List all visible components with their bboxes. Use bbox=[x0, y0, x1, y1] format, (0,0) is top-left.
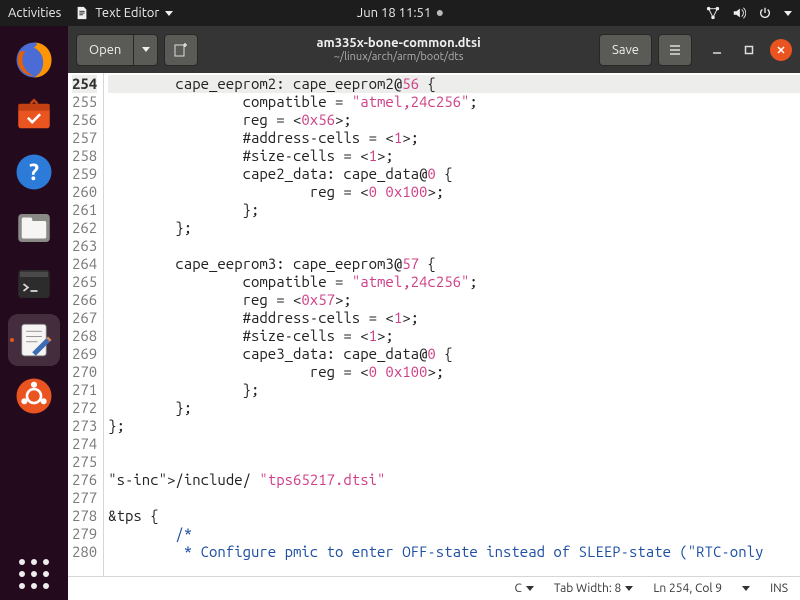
chevron-down-icon bbox=[625, 586, 633, 591]
ubuntu-icon bbox=[13, 375, 55, 417]
code-content[interactable]: cape_eeprom2: cape_eeprom2@56 { compatib… bbox=[104, 73, 800, 576]
dock-help[interactable]: ? bbox=[8, 146, 60, 198]
app-menu[interactable]: Text Editor bbox=[75, 6, 173, 20]
notification-dot-icon bbox=[437, 10, 443, 16]
top-bar: Activities Text Editor Jun 18 11:51 bbox=[0, 0, 800, 26]
dock-files[interactable] bbox=[8, 202, 60, 254]
file-name: am335x-bone-common.dtsi bbox=[317, 36, 481, 50]
hamburger-menu[interactable] bbox=[658, 34, 692, 66]
volume-icon bbox=[732, 6, 746, 20]
language-selector[interactable]: C bbox=[515, 582, 534, 595]
close-button[interactable] bbox=[770, 39, 792, 61]
open-recent-dropdown[interactable] bbox=[134, 34, 158, 66]
new-document-icon bbox=[173, 42, 189, 58]
power-icon bbox=[758, 6, 772, 20]
editor-area[interactable]: 2542552562572582592602612622632642652662… bbox=[68, 73, 800, 576]
hamburger-icon bbox=[667, 42, 683, 58]
tab-width-selector[interactable]: Tab Width: 8 bbox=[554, 582, 633, 595]
terminal-icon bbox=[13, 263, 55, 305]
text-editor-icon bbox=[75, 6, 89, 20]
file-path: ~/linux/arch/arm/boot/dts bbox=[334, 51, 464, 63]
statusbar-menu[interactable] bbox=[742, 586, 750, 591]
open-button[interactable]: Open bbox=[76, 34, 134, 66]
dock-apps-grid[interactable] bbox=[8, 548, 60, 600]
chevron-down-icon bbox=[165, 11, 173, 16]
dock-ubuntu[interactable] bbox=[8, 370, 60, 422]
maximize-icon bbox=[744, 45, 754, 55]
minimize-icon bbox=[712, 45, 722, 55]
save-button[interactable]: Save bbox=[599, 34, 652, 66]
network-icon bbox=[706, 6, 720, 20]
apps-grid-icon bbox=[16, 556, 52, 592]
gedit-window: Open am335x-bone-common.dtsi ~/linux/arc… bbox=[68, 26, 800, 600]
chevron-down-icon bbox=[526, 586, 534, 591]
dock-firefox[interactable] bbox=[8, 34, 60, 86]
header-bar: Open am335x-bone-common.dtsi ~/linux/arc… bbox=[68, 26, 800, 73]
status-bar: C Tab Width: 8 Ln 254, Col 9 INS bbox=[68, 576, 800, 600]
insert-mode[interactable]: INS bbox=[770, 582, 788, 595]
dock-text-editor[interactable] bbox=[8, 314, 60, 366]
minimize-button[interactable] bbox=[706, 39, 728, 61]
new-tab-button[interactable] bbox=[164, 34, 198, 66]
text-editor-app-icon bbox=[13, 319, 55, 361]
maximize-button[interactable] bbox=[738, 39, 760, 61]
line-number-gutter: 2542552562572582592602612622632642652662… bbox=[68, 73, 104, 576]
help-icon: ? bbox=[13, 151, 55, 193]
system-status-area[interactable] bbox=[706, 6, 792, 20]
dock: ? bbox=[0, 26, 68, 600]
clock[interactable]: Jun 18 11:51 bbox=[357, 6, 443, 20]
chevron-down-icon bbox=[742, 586, 750, 591]
svg-text:?: ? bbox=[29, 160, 39, 185]
dock-software[interactable] bbox=[8, 90, 60, 142]
chevron-down-icon bbox=[784, 11, 792, 16]
window-title: am335x-bone-common.dtsi ~/linux/arch/arm… bbox=[204, 36, 593, 62]
cursor-position: Ln 254, Col 9 bbox=[653, 582, 722, 595]
dock-terminal[interactable] bbox=[8, 258, 60, 310]
close-icon bbox=[776, 45, 786, 55]
chevron-down-icon bbox=[142, 47, 150, 52]
files-icon bbox=[13, 207, 55, 249]
software-icon bbox=[13, 95, 55, 137]
firefox-icon bbox=[13, 39, 55, 81]
activities-button[interactable]: Activities bbox=[8, 6, 61, 20]
